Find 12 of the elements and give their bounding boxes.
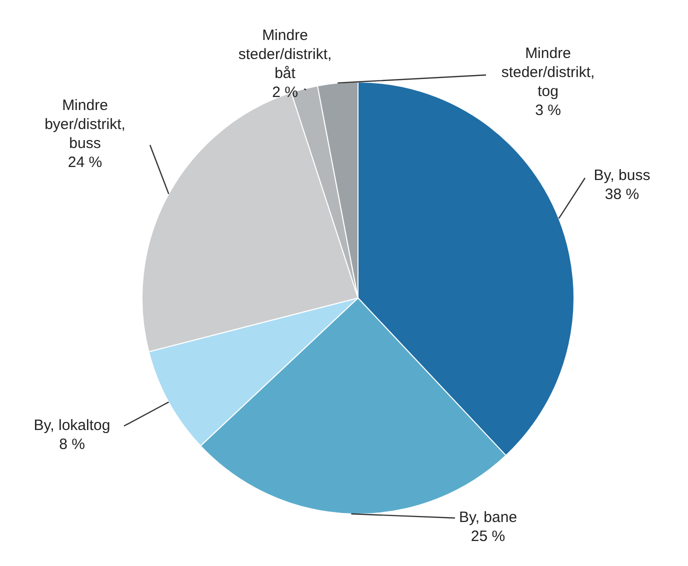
slice-label: Mindre steder/distrikt, båt (238, 27, 332, 82)
data-label: 3 % (535, 102, 561, 119)
slice-label: By, bane (458, 509, 518, 526)
slice-label: Mindre steder/distrikt, tog (501, 45, 595, 100)
data-label: 25 % (470, 528, 506, 545)
data-label: 24 % (68, 154, 102, 171)
slice-label: By, lokaltog (34, 417, 110, 434)
slice-label: By, buss (594, 167, 650, 184)
data-label: 2 % (272, 84, 298, 101)
slice-label: Mindre byer/distrikt, buss (44, 97, 126, 152)
data-label: 8 % (59, 436, 85, 453)
data-label: 38 % (604, 186, 640, 203)
